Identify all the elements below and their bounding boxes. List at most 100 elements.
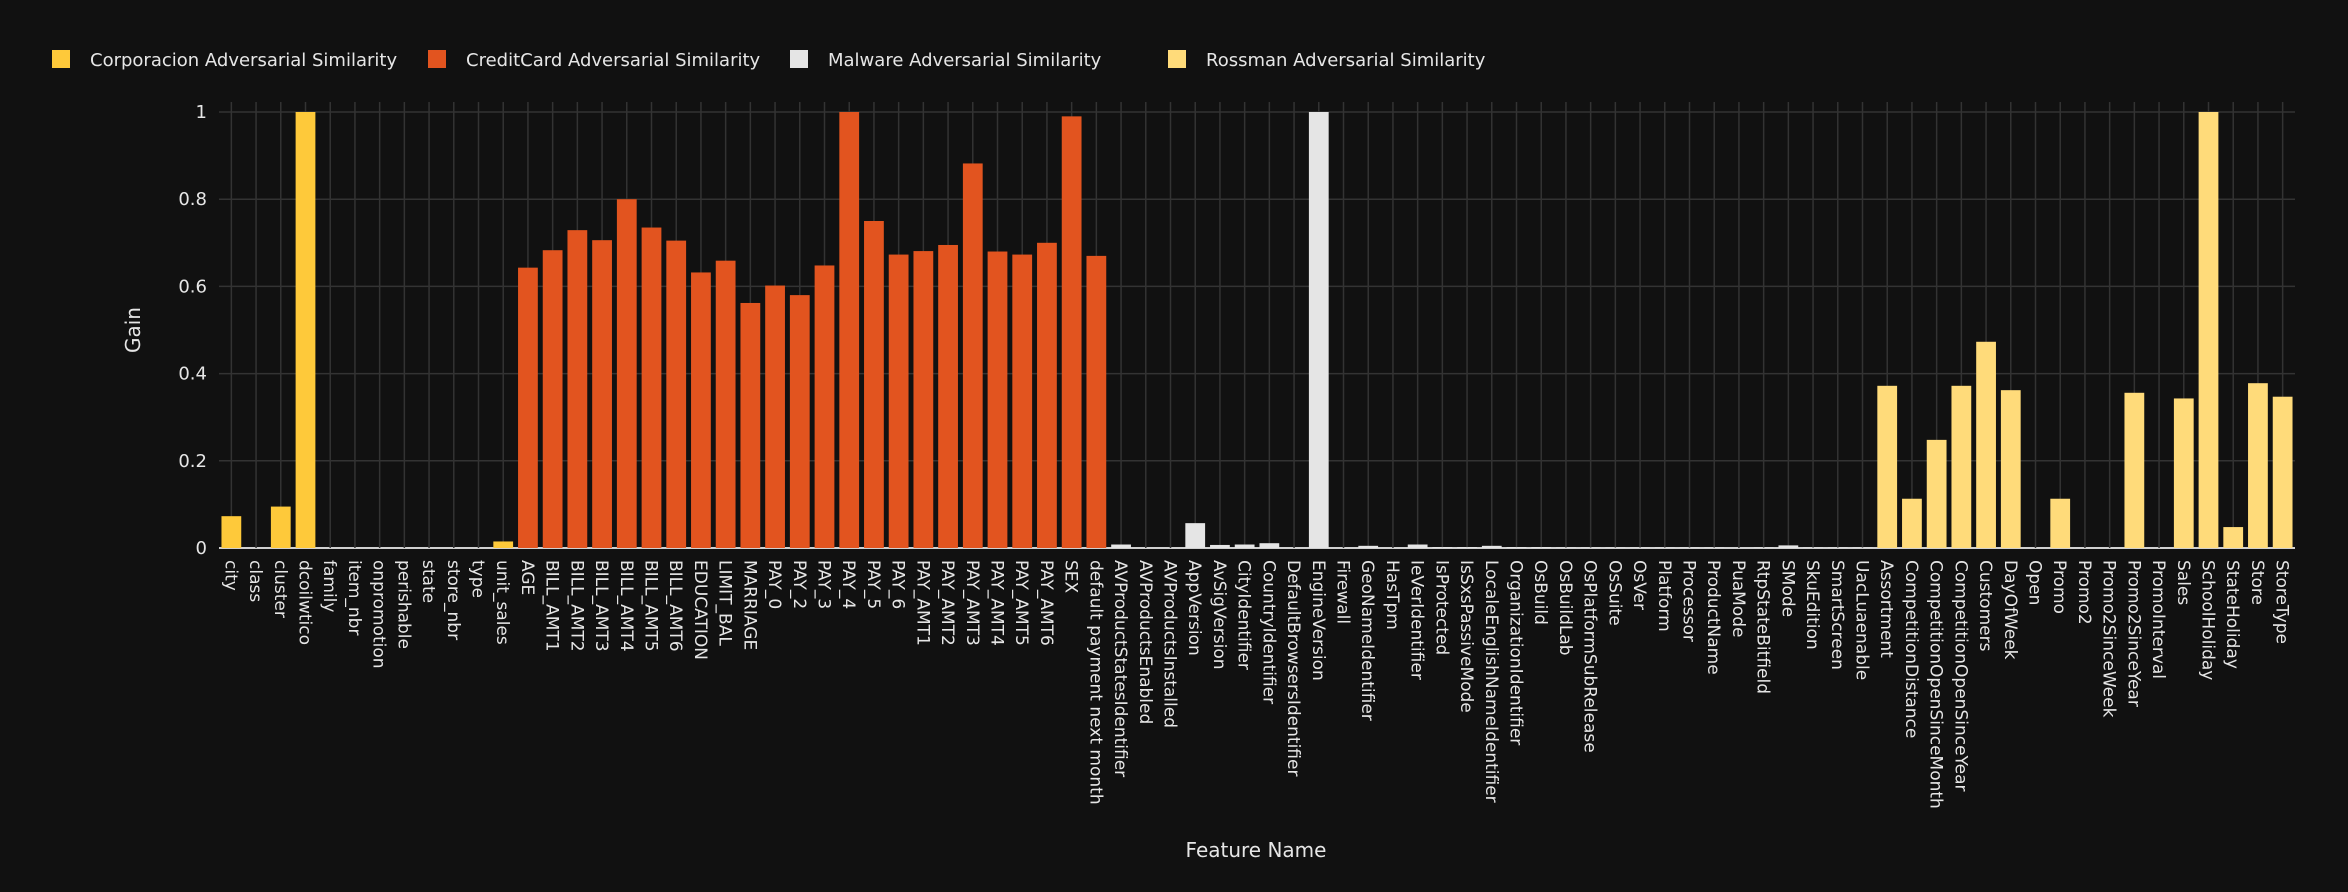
bar-CityIdentifier[interactable]: [1235, 545, 1255, 548]
x-tick-label: EDUCATION: [690, 560, 710, 660]
bar-PAY_2[interactable]: [790, 295, 810, 548]
x-tick-label: OsVer: [1629, 560, 1649, 610]
x-tick-label: Firewall: [1333, 560, 1353, 624]
x-tick-label: SmartScreen: [1827, 560, 1847, 670]
x-tick-label: DayOfWeek: [2000, 560, 2020, 660]
bar-unit_sales[interactable]: [493, 541, 513, 548]
legend-item[interactable]: Malware Adversarial Similarity: [790, 50, 1102, 71]
x-tick-label: IeVerIdentifier: [1407, 560, 1427, 680]
bar-OsBuild[interactable]: [1531, 547, 1551, 548]
bar-city[interactable]: [221, 516, 241, 548]
bar-cluster[interactable]: [271, 507, 291, 548]
legend-swatch: [790, 50, 808, 68]
bar-SchoolHoliday[interactable]: [2199, 112, 2219, 548]
bars: [221, 112, 2292, 548]
bar-CompetitionOpenSinceMonth[interactable]: [1927, 440, 1947, 548]
legend-item[interactable]: Rossman Adversarial Similarity: [1168, 50, 1486, 71]
bar-PAY_AMT6[interactable]: [1037, 243, 1057, 548]
bar-CompetitionDistance[interactable]: [1902, 499, 1922, 548]
bar-dcoilwtico[interactable]: [296, 112, 316, 548]
bar-PAY_3[interactable]: [815, 265, 835, 548]
bar-AvSigVersion[interactable]: [1210, 545, 1230, 548]
x-tick-label: OsSuite: [1604, 560, 1624, 626]
bar-LocaleEnglishNameIdentifier[interactable]: [1482, 546, 1502, 548]
x-tick-label: LIMIT_BAL: [715, 560, 735, 646]
bar-PAY_6[interactable]: [889, 255, 909, 548]
bar-OrganizationIdentifier[interactable]: [1507, 547, 1527, 548]
bar-default-payment-next-month[interactable]: [1086, 256, 1106, 548]
legend-swatch: [52, 50, 70, 68]
x-tick-label: Platform: [1654, 560, 1674, 632]
x-tick-label: default payment next month: [1085, 560, 1105, 805]
x-tick-label: SMode: [1777, 560, 1797, 617]
legend-item[interactable]: Corporacion Adversarial Similarity: [52, 50, 397, 71]
bar-IeVerIdentifier[interactable]: [1408, 545, 1428, 548]
bar-MARRIAGE[interactable]: [740, 303, 760, 548]
bar-PAY_AMT3[interactable]: [963, 163, 983, 548]
bar-IsProtected[interactable]: [1432, 547, 1452, 548]
bar-AppVersion[interactable]: [1185, 523, 1205, 548]
y-tick-label: 0.2: [178, 451, 207, 472]
x-tick-label: Promo2SinceWeek: [2099, 560, 2119, 718]
bar-BILL_AMT1[interactable]: [543, 250, 563, 548]
bar-BILL_AMT3[interactable]: [592, 240, 612, 548]
bar-PAY_AMT4[interactable]: [988, 252, 1008, 548]
bar-Sales[interactable]: [2174, 398, 2194, 548]
x-tick-label: BILL_AMT6: [665, 560, 685, 652]
bar-Customers[interactable]: [1976, 342, 1996, 548]
bar-BILL_AMT4[interactable]: [617, 199, 637, 548]
bar-StoreType[interactable]: [2273, 397, 2293, 548]
x-tick-label: PAY_AMT5: [1011, 560, 1031, 646]
x-tick-label: Promo2SinceYear: [2123, 560, 2143, 707]
x-tick-label: AvSigVersion: [1209, 560, 1229, 670]
y-tick-label: 0: [196, 538, 207, 559]
bar-PAY_0[interactable]: [765, 286, 785, 548]
x-tick-label: AVProductsInstalled: [1160, 560, 1180, 728]
bar-BILL_AMT6[interactable]: [666, 241, 686, 548]
bar-PAY_AMT5[interactable]: [1012, 255, 1032, 548]
bar-DayOfWeek[interactable]: [2001, 390, 2021, 548]
x-tick-label: CityIdentifier: [1234, 560, 1254, 670]
x-tick-label: state: [418, 560, 438, 603]
bar-StateHoliday[interactable]: [2223, 527, 2243, 548]
x-tick-label: BILL_AMT4: [616, 560, 636, 652]
bar-CompetitionOpenSinceYear[interactable]: [1951, 386, 1971, 548]
x-tick-label: PAY_AMT6: [1036, 560, 1056, 646]
bar-CountryIdentifier[interactable]: [1259, 543, 1279, 548]
x-tick-label: PAY_0: [764, 560, 784, 609]
x-axis-title: Feature Name: [1186, 838, 1327, 862]
bar-Promo2SinceYear[interactable]: [2124, 393, 2144, 548]
bar-PAY_AMT1[interactable]: [913, 251, 933, 548]
bar-GeoNameIdentifier[interactable]: [1358, 546, 1378, 548]
bar-Assortment[interactable]: [1877, 386, 1897, 548]
bar-AGE[interactable]: [518, 268, 538, 548]
x-tick-label: city: [220, 560, 240, 591]
bar-LIMIT_BAL[interactable]: [716, 261, 736, 548]
x-tick-label: BILL_AMT5: [641, 560, 661, 652]
bar-Store[interactable]: [2248, 383, 2268, 548]
bar-EngineVersion[interactable]: [1309, 112, 1329, 548]
bar-BILL_AMT2[interactable]: [567, 230, 587, 548]
legend-item[interactable]: CreditCard Adversarial Similarity: [428, 50, 761, 71]
x-tick-label: PAY_AMT4: [987, 560, 1007, 646]
bar-AVProductStatesIdentifier[interactable]: [1111, 545, 1131, 548]
bar-PAY_4[interactable]: [839, 112, 859, 548]
bar-SEX[interactable]: [1062, 116, 1082, 548]
x-tick-label: dcoilwtico: [295, 560, 315, 645]
bar-SMode[interactable]: [1778, 545, 1798, 548]
bar-PAY_5[interactable]: [864, 221, 884, 548]
bar-BILL_AMT5[interactable]: [642, 228, 662, 548]
x-tick-label: GeoNameIdentifier: [1357, 560, 1377, 721]
legend-swatch: [428, 50, 446, 68]
bar-IsSxsPassiveMode[interactable]: [1457, 547, 1477, 548]
x-tick-label: OsBuild: [1530, 560, 1550, 625]
x-tick-label: Store: [2247, 560, 2267, 605]
x-tick-label: PAY_3: [814, 560, 834, 609]
x-tick-label: type: [468, 560, 488, 598]
bar-EDUCATION[interactable]: [691, 272, 711, 548]
bar-Promo[interactable]: [2050, 499, 2070, 548]
x-tick-label: Sales: [2173, 560, 2193, 605]
x-tick-label: BILL_AMT2: [566, 560, 586, 652]
bar-PAY_AMT2[interactable]: [938, 245, 958, 548]
